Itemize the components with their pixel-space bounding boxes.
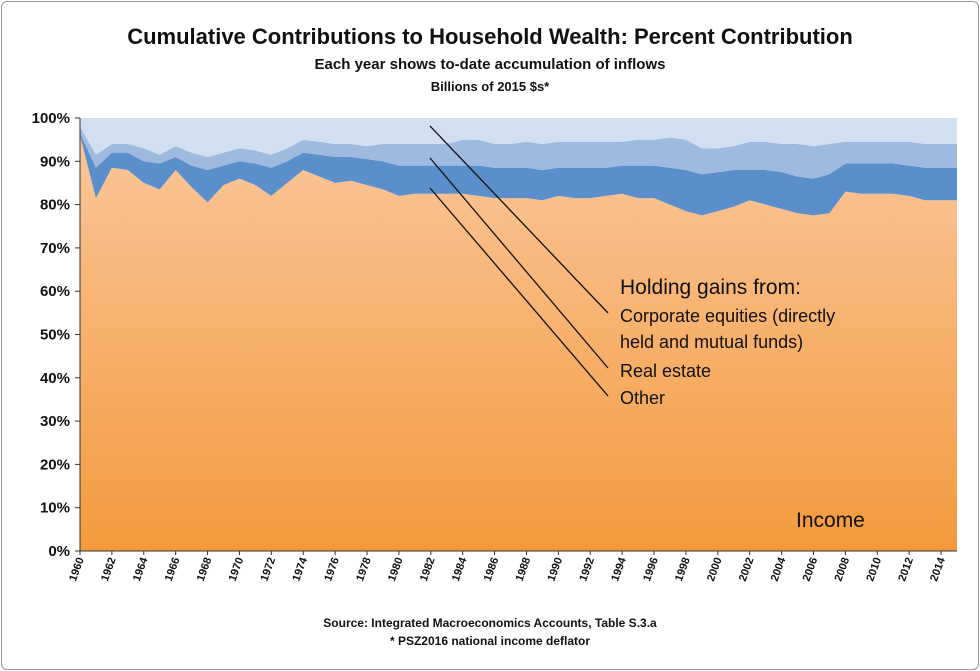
deflator-footnote: * PSZ2016 national income deflator (389, 634, 591, 648)
chart-units: Billions of 2015 $s* (430, 79, 550, 94)
y-tick-label: 10% (40, 500, 70, 517)
x-tick-label: 1996 (641, 556, 661, 583)
x-tick-label: 1994 (609, 555, 629, 583)
x-tick-label: 1984 (450, 555, 470, 583)
x-tick-label: 2014 (928, 555, 948, 583)
area-series-corporate-equities-directly-held-and-mutual-funds (80, 118, 957, 157)
y-tick-label: 40% (40, 370, 70, 387)
x-tick-label: 2000 (705, 556, 725, 583)
y-tick-label: 90% (40, 153, 70, 170)
chart-subtitle: Each year shows to-date accumulation of … (314, 56, 666, 73)
y-tick-label: 80% (40, 197, 70, 214)
x-tick-label: 2010 (864, 556, 884, 583)
x-tick-label: 1960 (67, 556, 87, 583)
x-tick-label: 1970 (227, 556, 247, 583)
chart-title: Cumulative Contributions to Household We… (127, 24, 853, 49)
x-tick-label: 1962 (99, 556, 119, 583)
leader-line-equities (429, 125, 609, 314)
y-tick-label: 30% (40, 413, 70, 430)
x-tick-label: 1990 (546, 556, 566, 583)
x-tick-label: 2008 (833, 556, 853, 583)
x-tick-label: 1968 (195, 556, 215, 583)
y-tick-label: 20% (40, 456, 70, 473)
x-tick-label: 1980 (386, 556, 406, 583)
x-tick-label: 1992 (577, 556, 597, 583)
x-tick-label: 1966 (163, 556, 183, 583)
leader-line-real-estate (429, 157, 609, 369)
annotation-real-estate: Real estate (620, 361, 711, 381)
x-tick-label: 1988 (514, 556, 534, 583)
x-tick-label: 1974 (290, 555, 310, 583)
x-tick-label: 2004 (769, 555, 789, 583)
leader-line-other (429, 187, 609, 397)
y-tick-label: 100% (32, 110, 70, 127)
source-note: Source: Integrated Macroeconomics Accoun… (323, 616, 657, 630)
annotation-other: Other (620, 388, 665, 408)
area-series-real-estate (80, 126, 957, 179)
y-tick-label: 60% (40, 283, 70, 300)
x-tick-label: 1976 (322, 556, 342, 583)
y-tick-label: 70% (40, 240, 70, 257)
y-tick-label: 0% (48, 543, 70, 560)
x-tick-label: 1978 (354, 556, 374, 583)
x-tick-label: 1972 (259, 556, 279, 583)
x-tick-label: 2006 (801, 556, 821, 583)
x-tick-label: 1998 (673, 556, 693, 583)
x-tick-label: 1986 (482, 556, 502, 583)
area-series-other (80, 133, 957, 216)
annotation-heading: Holding gains from: (620, 276, 801, 299)
x-tick-label: 1982 (418, 556, 438, 583)
y-tick-label: 50% (40, 327, 70, 344)
annotation-equities-line1: Corporate equities (directly (620, 306, 835, 326)
x-tick-label: 2012 (896, 556, 916, 583)
x-tick-label: 1964 (131, 555, 151, 583)
annotation-equities-line2: held and mutual funds) (620, 332, 803, 352)
annotation-income: Income (796, 509, 865, 532)
area-series-income (80, 135, 957, 552)
x-tick-label: 2002 (737, 556, 757, 583)
